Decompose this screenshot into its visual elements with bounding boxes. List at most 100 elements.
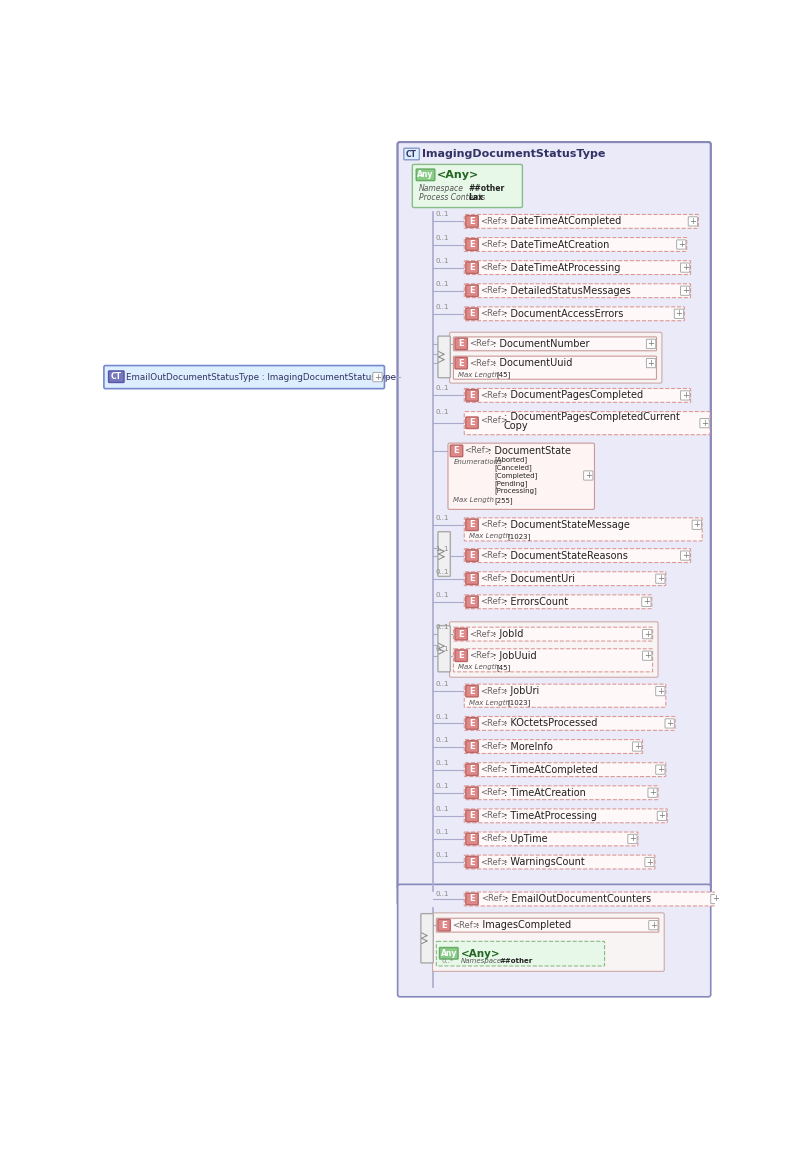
Text: : DocumentUri: : DocumentUri <box>504 574 575 584</box>
Text: E: E <box>469 263 475 272</box>
Text: 0..1: 0..1 <box>436 304 449 310</box>
Text: +: + <box>650 920 657 930</box>
FancyBboxPatch shape <box>433 912 665 971</box>
Text: 0..1: 0..1 <box>436 646 449 652</box>
FancyBboxPatch shape <box>700 418 709 427</box>
Text: : ImagesCompleted: : ImagesCompleted <box>476 920 571 930</box>
Text: +: + <box>657 687 664 696</box>
FancyBboxPatch shape <box>680 391 690 400</box>
Text: <Ref>: <Ref> <box>480 263 507 272</box>
FancyBboxPatch shape <box>466 417 478 429</box>
Text: <Ref>: <Ref> <box>452 920 480 930</box>
FancyBboxPatch shape <box>466 262 478 273</box>
Text: E: E <box>469 286 475 295</box>
Text: E: E <box>441 920 447 930</box>
FancyBboxPatch shape <box>466 308 478 319</box>
Text: Max Length: Max Length <box>458 372 499 378</box>
Text: +: + <box>689 217 696 226</box>
Text: <Ref>: <Ref> <box>480 742 507 751</box>
Text: +: + <box>678 240 684 249</box>
Text: [Completed]: [Completed] <box>495 472 538 479</box>
FancyBboxPatch shape <box>656 574 665 583</box>
Text: 0..1: 0..1 <box>436 736 449 743</box>
FancyBboxPatch shape <box>448 444 595 509</box>
Text: 0..1: 0..1 <box>436 569 449 575</box>
Text: <Ref>: <Ref> <box>469 630 497 638</box>
Text: EmailOutDocumentStatusType : ImagingDocumentStatusType: EmailOutDocumentStatusType : ImagingDocu… <box>126 372 396 381</box>
FancyBboxPatch shape <box>464 214 699 228</box>
Text: 0..1: 0..1 <box>436 783 449 789</box>
Text: : DocumentUuid: : DocumentUuid <box>493 358 572 369</box>
FancyBboxPatch shape <box>466 810 478 821</box>
FancyBboxPatch shape <box>466 764 478 775</box>
Text: Enumerations: Enumerations <box>453 458 502 464</box>
Text: <Ref>: <Ref> <box>480 551 507 560</box>
Text: <Ref>: <Ref> <box>480 788 507 797</box>
Text: E: E <box>458 630 464 638</box>
FancyBboxPatch shape <box>373 372 382 381</box>
Text: : TimeAtCompleted: : TimeAtCompleted <box>504 765 598 774</box>
Text: +: + <box>682 263 688 272</box>
Text: +: + <box>649 788 656 797</box>
Text: : WarningsCount: : WarningsCount <box>504 857 584 867</box>
FancyBboxPatch shape <box>656 765 665 774</box>
Text: E: E <box>469 309 475 318</box>
Text: <Ref>: <Ref> <box>480 309 507 318</box>
FancyBboxPatch shape <box>656 687 665 696</box>
Text: [1023]: [1023] <box>507 533 531 539</box>
FancyBboxPatch shape <box>464 260 691 274</box>
FancyBboxPatch shape <box>466 787 478 798</box>
FancyBboxPatch shape <box>628 834 637 843</box>
Text: <Ref>: <Ref> <box>480 240 507 249</box>
Text: 0..1: 0..1 <box>436 759 449 766</box>
Text: 0..*: 0..* <box>441 957 453 963</box>
FancyBboxPatch shape <box>648 788 657 797</box>
FancyBboxPatch shape <box>466 573 478 584</box>
Text: <Ref>: <Ref> <box>480 521 507 529</box>
Text: Namespace: Namespace <box>418 184 464 192</box>
Text: E: E <box>469 521 475 529</box>
FancyBboxPatch shape <box>642 597 651 606</box>
FancyBboxPatch shape <box>642 651 652 660</box>
FancyBboxPatch shape <box>464 411 710 434</box>
FancyBboxPatch shape <box>466 550 478 561</box>
FancyBboxPatch shape <box>438 532 450 576</box>
Text: 0..1: 0..1 <box>436 713 449 720</box>
Text: CT: CT <box>111 372 121 381</box>
Text: E: E <box>469 418 475 427</box>
Text: : DocumentStateReasons: : DocumentStateReasons <box>504 551 628 561</box>
Text: 0..1: 0..1 <box>436 890 449 896</box>
FancyBboxPatch shape <box>464 306 684 320</box>
Text: E: E <box>458 358 464 367</box>
FancyBboxPatch shape <box>680 263 690 272</box>
Text: E: E <box>469 391 475 400</box>
Text: 0..1: 0..1 <box>436 281 449 287</box>
Text: Max Length: Max Length <box>458 665 499 670</box>
Text: <Ref>: <Ref> <box>469 340 497 348</box>
FancyBboxPatch shape <box>464 786 658 799</box>
FancyBboxPatch shape <box>438 336 450 378</box>
Text: : DocumentPagesCompletedCurrent: : DocumentPagesCompletedCurrent <box>504 412 680 422</box>
Text: : DocumentNumber: : DocumentNumber <box>493 339 589 349</box>
FancyBboxPatch shape <box>676 240 686 249</box>
Text: : UpTime: : UpTime <box>504 834 547 844</box>
Text: <Ref>: <Ref> <box>480 416 507 425</box>
Text: <Ref>: <Ref> <box>469 358 497 367</box>
Text: <Ref>: <Ref> <box>480 765 507 774</box>
Text: 1..1: 1..1 <box>436 546 449 552</box>
Text: 0..1: 0..1 <box>436 386 449 392</box>
Text: [255]: [255] <box>495 497 513 503</box>
Text: <Ref>: <Ref> <box>480 687 507 696</box>
FancyBboxPatch shape <box>633 742 642 751</box>
FancyBboxPatch shape <box>404 149 419 160</box>
Text: E: E <box>469 240 475 249</box>
FancyBboxPatch shape <box>455 357 468 369</box>
Text: : JobUri: : JobUri <box>504 687 539 696</box>
FancyBboxPatch shape <box>464 717 675 730</box>
Text: 0..1: 0..1 <box>436 852 449 858</box>
Text: <Ref>: <Ref> <box>480 834 507 843</box>
Text: [Canceled]: [Canceled] <box>495 464 532 471</box>
Text: E: E <box>469 217 475 226</box>
Text: Copy: Copy <box>504 422 529 431</box>
FancyBboxPatch shape <box>104 365 384 388</box>
